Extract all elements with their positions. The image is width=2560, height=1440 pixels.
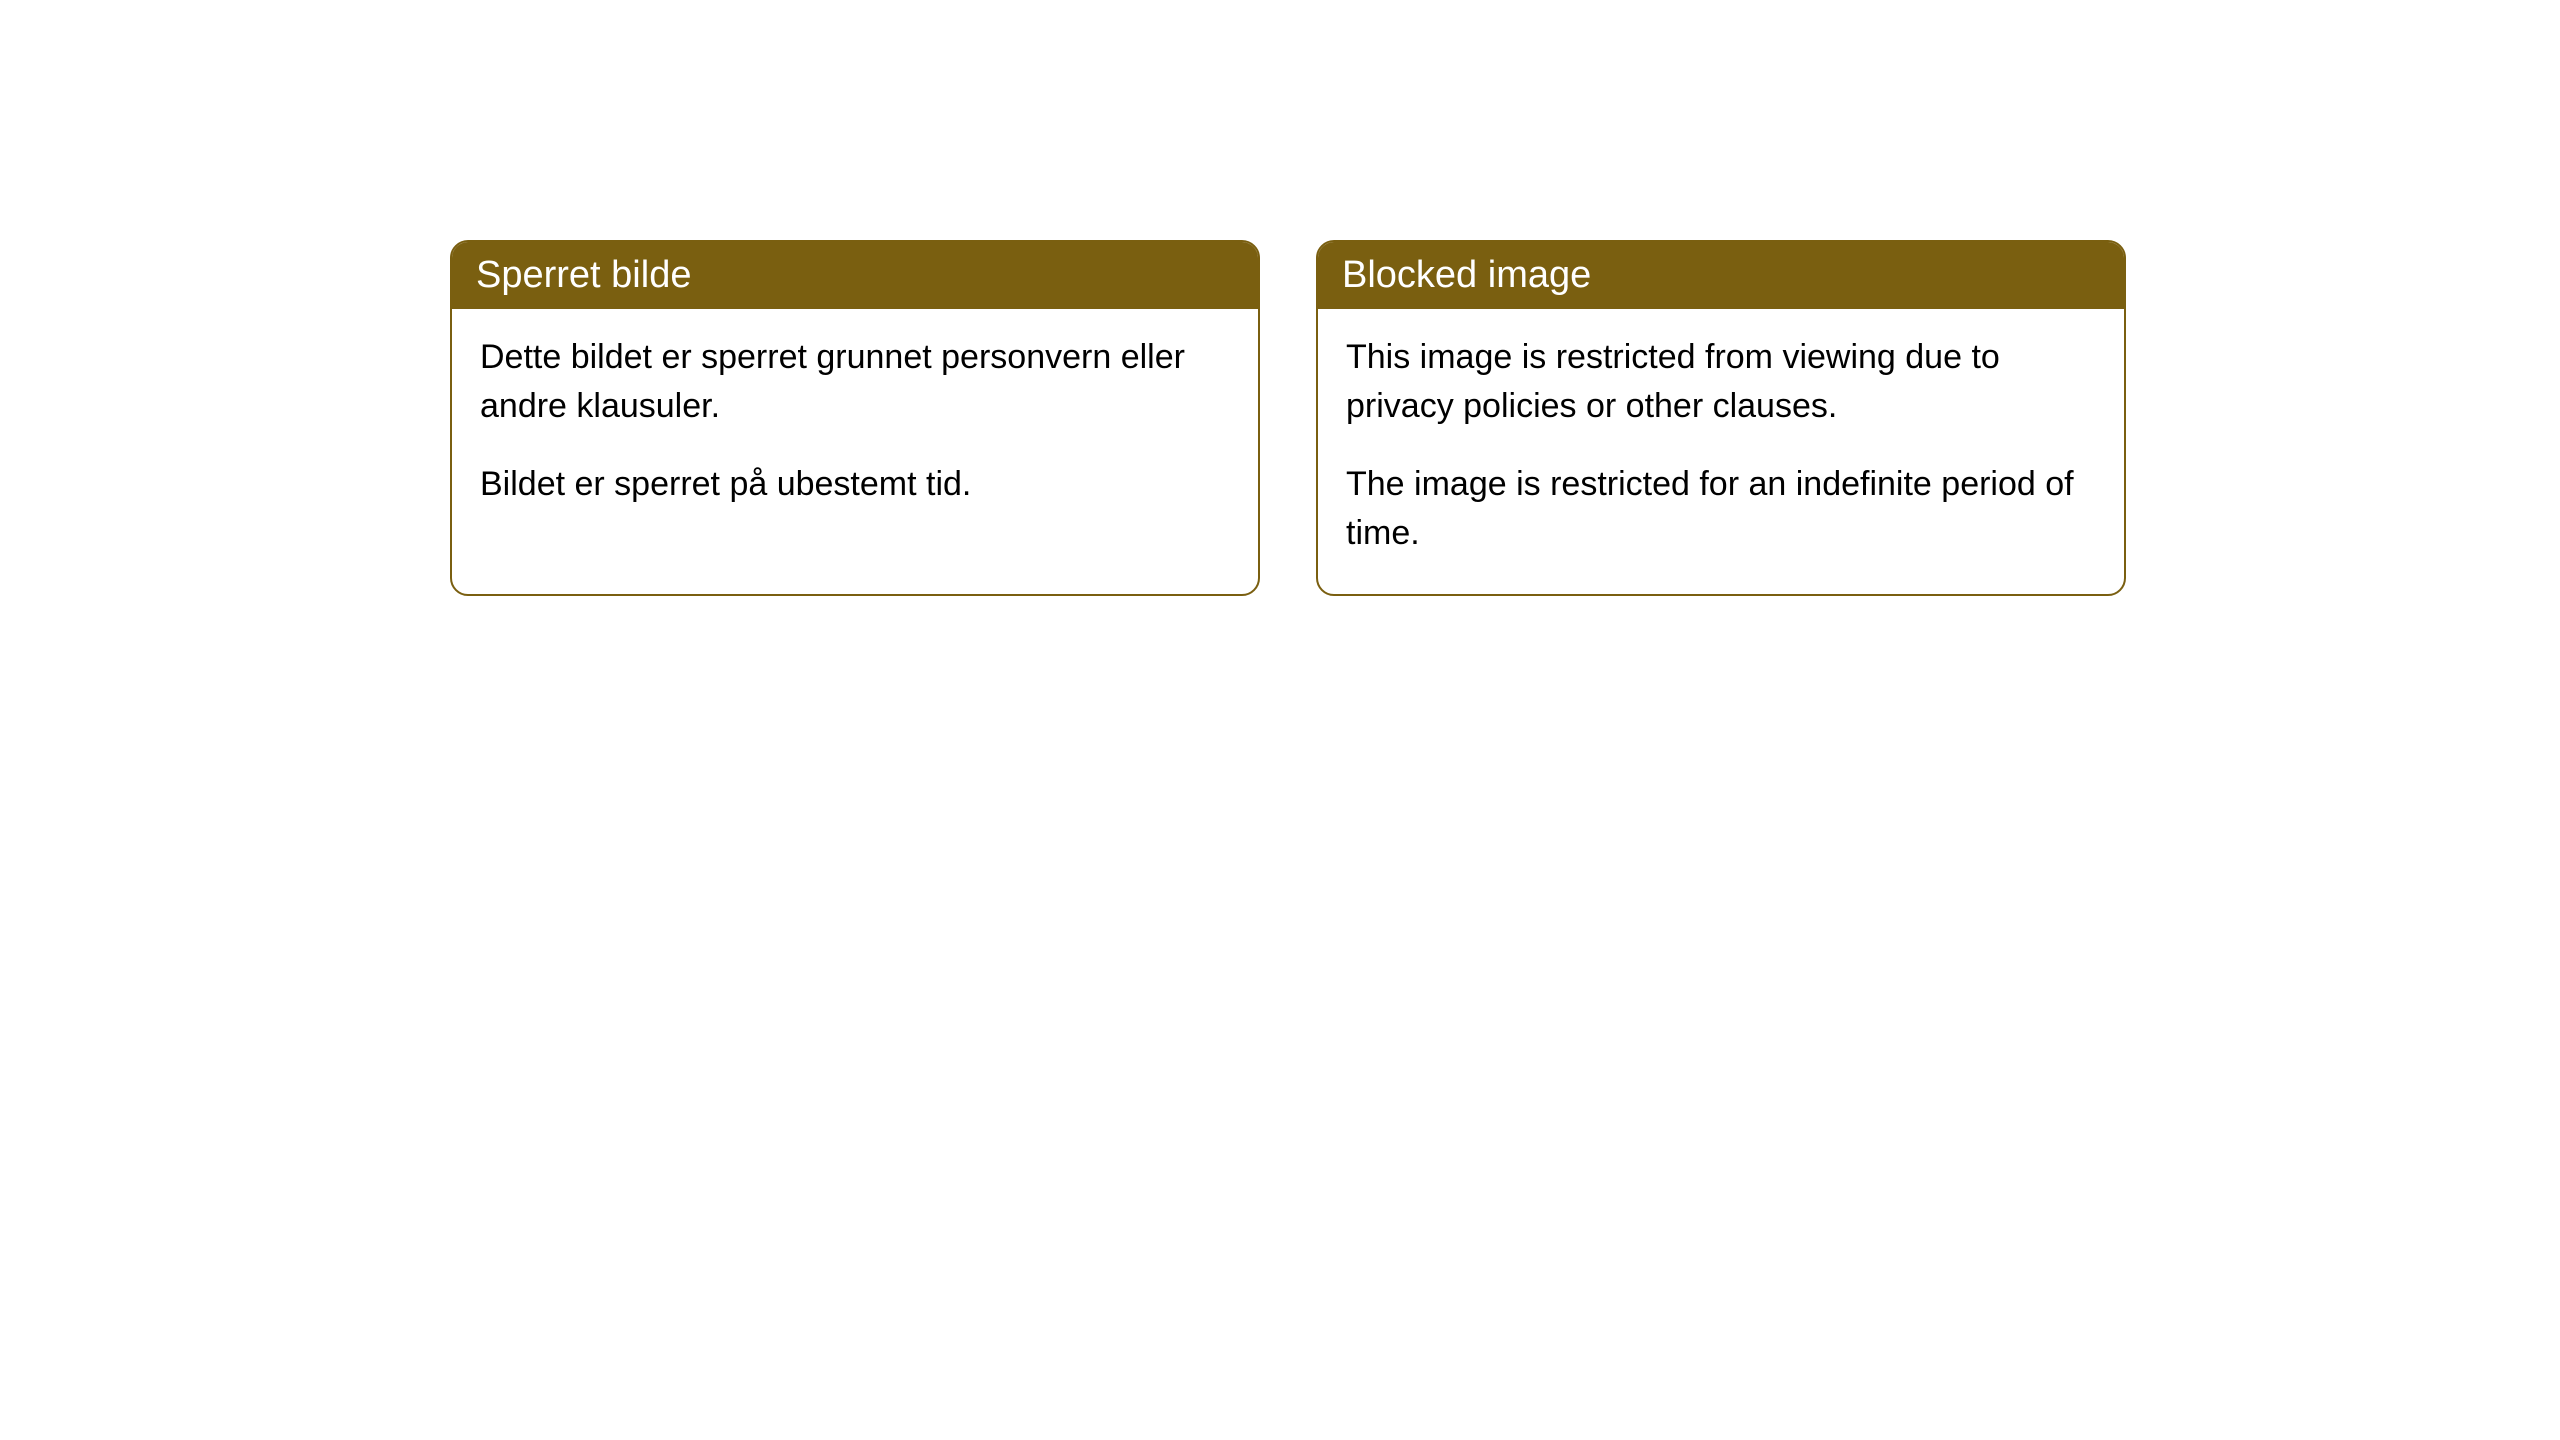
card-header: Sperret bilde: [452, 242, 1258, 309]
blocked-image-card-english: Blocked image This image is restricted f…: [1316, 240, 2126, 596]
blocked-image-card-norwegian: Sperret bilde Dette bildet er sperret gr…: [450, 240, 1260, 596]
card-paragraph: The image is restricted for an indefinit…: [1346, 460, 2096, 559]
card-paragraph: Dette bildet er sperret grunnet personve…: [480, 333, 1230, 432]
card-title: Blocked image: [1342, 254, 1591, 296]
cards-container: Sperret bilde Dette bildet er sperret gr…: [450, 240, 2126, 596]
card-body: This image is restricted from viewing du…: [1318, 309, 2124, 594]
card-title: Sperret bilde: [476, 254, 691, 296]
card-paragraph: This image is restricted from viewing du…: [1346, 333, 2096, 432]
card-paragraph: Bildet er sperret på ubestemt tid.: [480, 460, 1230, 509]
card-body: Dette bildet er sperret grunnet personve…: [452, 309, 1258, 545]
card-header: Blocked image: [1318, 242, 2124, 309]
